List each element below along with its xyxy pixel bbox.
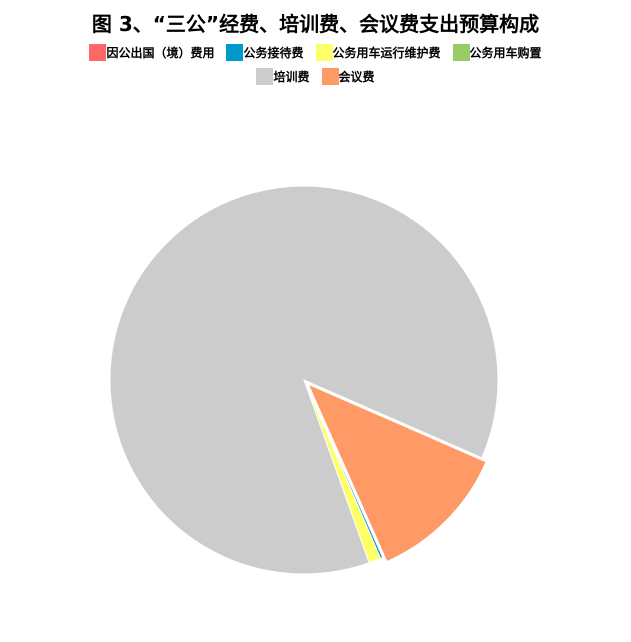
legend-item[interactable]: 公务接待费 xyxy=(226,44,304,61)
legend-label: 会议费 xyxy=(338,70,375,84)
legend-label: 公务用车运行维护费 xyxy=(332,46,441,60)
legend-row: 因公出国（境）费用 公务接待费 公务用车运行维护费 公务用车购置 xyxy=(0,44,631,61)
legend-label: 因公出国（境）费用 xyxy=(106,46,215,60)
legend-label: 公务接待费 xyxy=(243,46,304,60)
legend-swatch xyxy=(89,44,107,61)
legend-item[interactable]: 会议费 xyxy=(321,68,375,85)
legend-swatch xyxy=(321,68,339,85)
legend-swatch xyxy=(256,68,274,85)
legend-row: 培训费 会议费 xyxy=(0,68,631,85)
pie-slice-4[interactable] xyxy=(109,185,499,575)
chart-title: 图 3、“三公”经费、培训费、会议费支出预算构成 xyxy=(91,12,540,36)
legend-swatch xyxy=(315,44,333,61)
pie-slice-5[interactable] xyxy=(307,383,487,563)
legend-item[interactable]: 因公出国（境）费用 xyxy=(89,44,214,61)
legend-item[interactable]: 培训费 xyxy=(256,68,310,85)
legend-label: 培训费 xyxy=(273,70,310,84)
legend-swatch xyxy=(226,44,244,61)
legend-item[interactable]: 公务用车购置 xyxy=(452,44,542,61)
legend-item[interactable]: 公务用车运行维护费 xyxy=(315,44,441,61)
legend-label: 公务用车购置 xyxy=(469,46,542,60)
legend-swatch xyxy=(452,44,470,61)
